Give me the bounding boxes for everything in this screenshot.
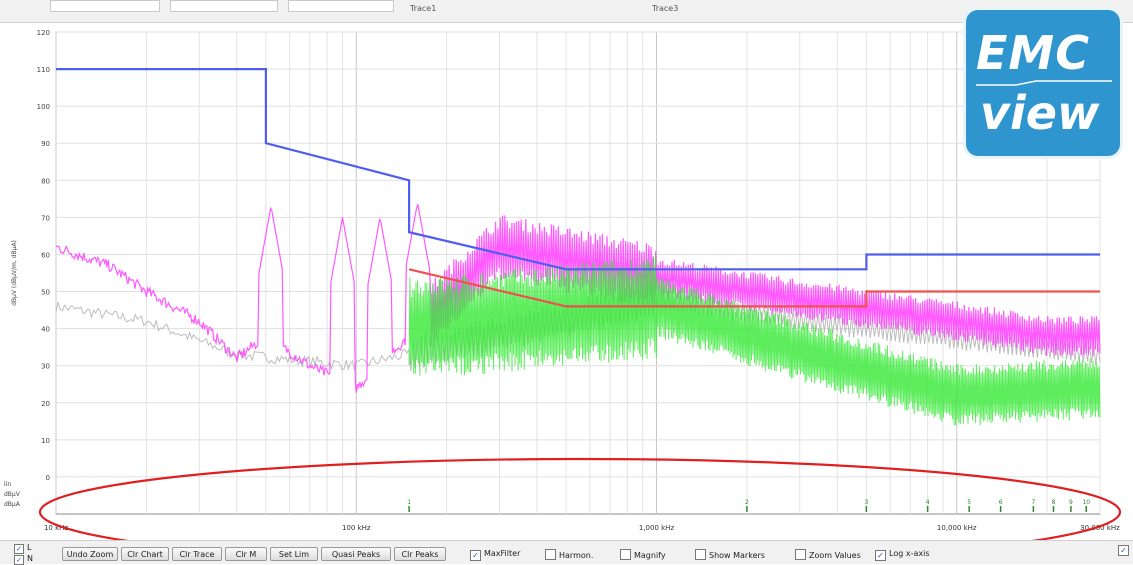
marker-label: 9 — [1069, 499, 1073, 506]
y-tick-label: 10 — [41, 437, 50, 445]
checkbox-icon[interactable] — [14, 555, 24, 565]
marker-label: 10 — [1082, 499, 1090, 506]
y-tick-label: 0 — [46, 474, 50, 482]
unit-label-lin: lin — [4, 481, 12, 488]
harmonics-check[interactable]: Harmon. — [545, 549, 593, 560]
top-toolbar: Trace1 Trace3 — [0, 0, 1133, 23]
trace-label-1: Trace1 — [410, 4, 437, 13]
checkbox-icon[interactable] — [470, 550, 481, 561]
unit-label-dbuv: dBµV — [4, 491, 20, 498]
marker-label: 6 — [999, 499, 1003, 506]
checkbox-icon[interactable] — [695, 549, 706, 560]
y-tick-label: 60 — [41, 251, 50, 259]
trace-name-field-2[interactable] — [170, 0, 278, 12]
clear-peaks-button[interactable]: Clr Peaks — [394, 547, 446, 561]
marker-label: 5 — [967, 499, 971, 506]
log-x-axis-check[interactable]: Log x-axis — [875, 549, 929, 561]
marker-label: 2 — [745, 499, 749, 506]
y-tick-label: 100 — [37, 103, 50, 111]
limit-qp-line — [56, 67, 1100, 271]
maxfilter-check[interactable]: MaxFilter — [470, 549, 520, 561]
trace-trace-green — [408, 254, 1101, 426]
unit-labels: lin dBµV dBµA — [4, 480, 20, 510]
checkbox-icon[interactable] — [620, 549, 631, 560]
marker-label: 1 — [407, 499, 411, 506]
trace-trace-magenta — [55, 202, 1101, 393]
checkbox-icon[interactable] — [545, 549, 556, 560]
x-tick-label: 10,000 kHz — [937, 524, 977, 532]
x-tick-label: 30,000 kHz — [1080, 524, 1120, 532]
bottom-toolbar: L N Undo Zoom Clr Chart Clr Trace Clr M … — [0, 540, 1133, 565]
trace-name-field-1[interactable] — [50, 0, 160, 12]
undo-zoom-button[interactable]: Undo Zoom — [62, 547, 118, 561]
checkbox-icon[interactable] — [795, 549, 806, 560]
marker-label: 3 — [864, 499, 868, 506]
y-tick-label: 120 — [37, 29, 50, 37]
checkbox-icon[interactable] — [14, 544, 24, 554]
x-tick-label: 10 kHz — [44, 524, 68, 532]
y-tick-label: 110 — [37, 66, 50, 74]
y-tick-label: 50 — [41, 289, 50, 297]
x-tick-label: 100 kHz — [342, 524, 371, 532]
line-select-checks: L N — [14, 543, 33, 565]
unit-label-dbua: dBµA — [4, 501, 20, 508]
x-tick-label: 1,000 kHz — [639, 524, 675, 532]
y-tick-label: 30 — [41, 363, 50, 371]
magnify-check[interactable]: Magnify — [620, 549, 666, 560]
clear-chart-button[interactable]: Clr Chart — [121, 547, 169, 561]
logo-text-emc: EMC — [976, 26, 1090, 80]
annotation-ellipse — [39, 457, 1121, 565]
check-n[interactable]: N — [14, 554, 33, 565]
logo-text-view: view — [980, 86, 1100, 140]
marker-label: 7 — [1031, 499, 1035, 506]
trace-name-field-3[interactable] — [288, 0, 394, 12]
show-markers-check[interactable]: Show Markers — [695, 549, 765, 560]
marker-label: 8 — [1052, 499, 1056, 506]
marker-label: 4 — [926, 499, 930, 506]
trace-label-2: Trace3 — [652, 4, 679, 13]
y-tick-label: 40 — [41, 326, 50, 334]
check-l[interactable]: L — [14, 543, 33, 554]
y-tick-label: 80 — [41, 177, 50, 185]
set-limit-button[interactable]: Set Lim — [270, 547, 318, 561]
right-option-check[interactable] — [1118, 545, 1129, 556]
zoom-values-check[interactable]: Zoom Values — [795, 549, 861, 560]
checkbox-icon[interactable] — [1118, 545, 1129, 556]
spectrum-chart[interactable]: 0 10 20 30 40 50 60 70 80 90 100 110 120 dBµV (dBµV/m… — [0, 22, 1133, 565]
emcview-logo: EMC view — [966, 10, 1120, 156]
y-tick-label: 20 — [41, 400, 50, 408]
y-axis-label: dBµV (dBµV/m, dBµA) — [11, 240, 18, 306]
y-tick-label: 90 — [41, 140, 50, 148]
y-tick-label: 70 — [41, 214, 50, 222]
clear-markers-button[interactable]: Clr M — [225, 547, 267, 561]
logo-swoosh-icon — [976, 80, 1112, 86]
quasi-peaks-button[interactable]: Quasi Peaks — [321, 547, 391, 561]
clear-trace-button[interactable]: Clr Trace — [172, 547, 222, 561]
limit-avg-line — [408, 268, 1100, 308]
checkbox-icon[interactable] — [875, 550, 886, 561]
